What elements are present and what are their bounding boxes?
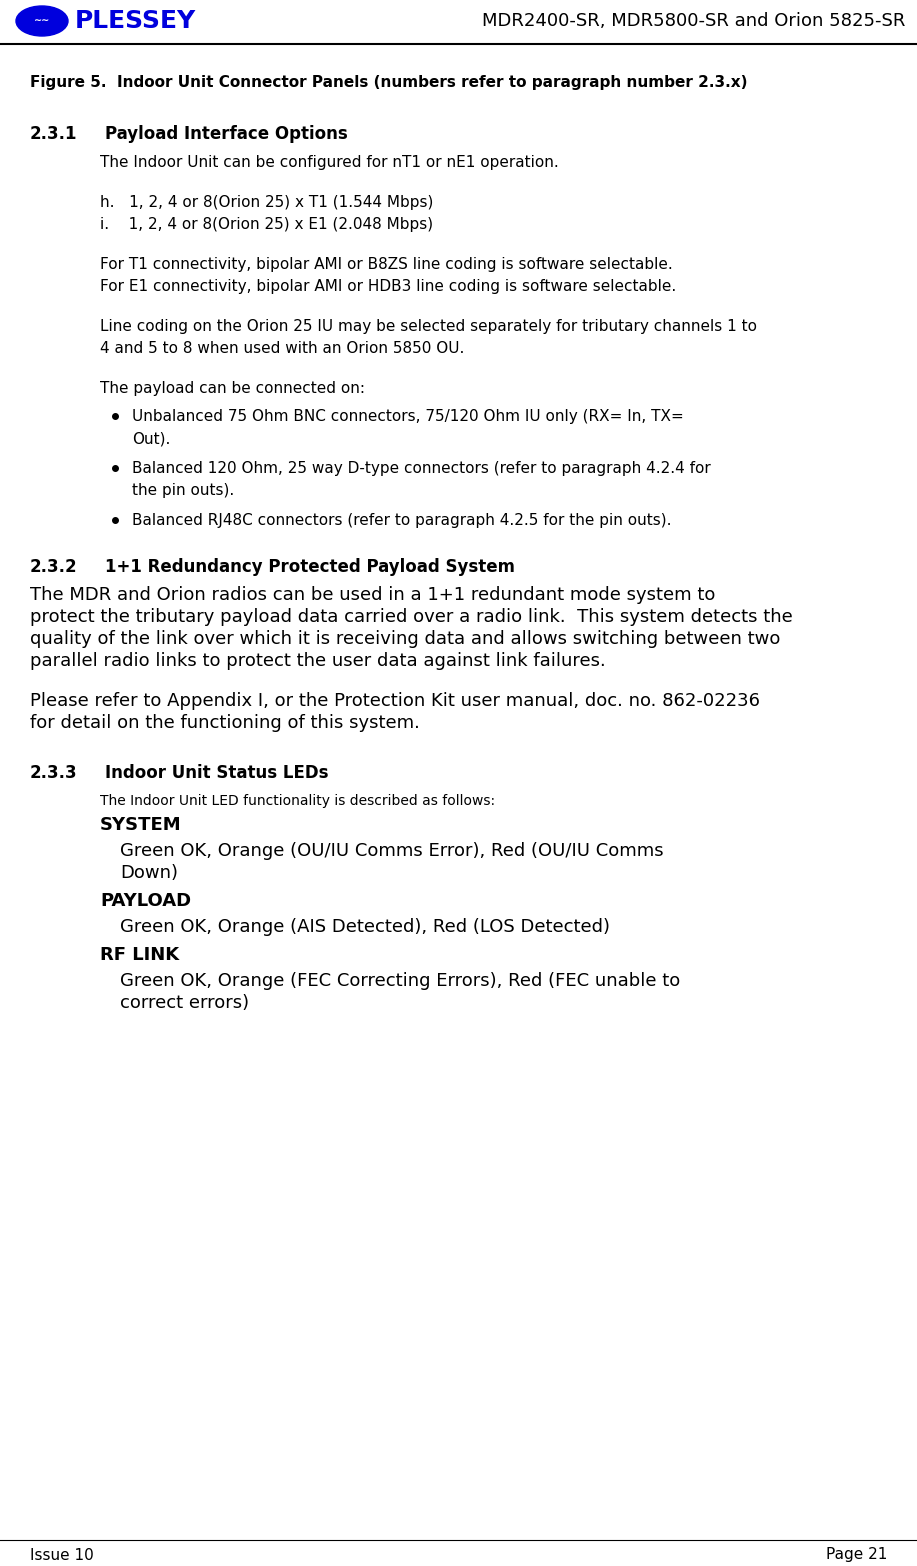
Text: PLESSEY: PLESSEY bbox=[75, 9, 196, 33]
Text: Green OK, Orange (OU/IU Comms Error), Red (OU/IU Comms: Green OK, Orange (OU/IU Comms Error), Re… bbox=[120, 843, 664, 860]
Text: protect the tributary payload data carried over a radio link.  This system detec: protect the tributary payload data carri… bbox=[30, 608, 793, 626]
Text: Out).: Out). bbox=[132, 431, 171, 446]
Text: Page 21: Page 21 bbox=[825, 1547, 887, 1563]
Text: MDR2400-SR, MDR5800-SR and Orion 5825-SR: MDR2400-SR, MDR5800-SR and Orion 5825-SR bbox=[481, 13, 905, 30]
Text: ∼∼: ∼∼ bbox=[34, 16, 50, 27]
Text: i.    1, 2, 4 or 8(Orion 25) x E1 (2.048 Mbps): i. 1, 2, 4 or 8(Orion 25) x E1 (2.048 Mb… bbox=[100, 218, 433, 232]
Text: Green OK, Orange (FEC Correcting Errors), Red (FEC unable to: Green OK, Orange (FEC Correcting Errors)… bbox=[120, 972, 680, 990]
Text: 2.3.2: 2.3.2 bbox=[30, 557, 78, 576]
Text: 4 and 5 to 8 when used with an Orion 5850 OU.: 4 and 5 to 8 when used with an Orion 585… bbox=[100, 341, 464, 355]
Text: for detail on the functioning of this system.: for detail on the functioning of this sy… bbox=[30, 714, 420, 731]
Text: parallel radio links to protect the user data against link failures.: parallel radio links to protect the user… bbox=[30, 651, 606, 670]
Text: RF LINK: RF LINK bbox=[100, 946, 179, 965]
Text: correct errors): correct errors) bbox=[120, 994, 249, 1012]
Text: Unbalanced 75 Ohm BNC connectors, 75/120 Ohm IU only (RX= In, TX=: Unbalanced 75 Ohm BNC connectors, 75/120… bbox=[132, 409, 684, 424]
Text: the pin outs).: the pin outs). bbox=[132, 482, 234, 498]
Text: Indoor Unit Status LEDs: Indoor Unit Status LEDs bbox=[105, 764, 328, 781]
Text: For T1 connectivity, bipolar AMI or B8ZS line coding is software selectable.: For T1 connectivity, bipolar AMI or B8ZS… bbox=[100, 257, 673, 272]
Text: The Indoor Unit can be configured for nT1 or nE1 operation.: The Indoor Unit can be configured for nT… bbox=[100, 155, 558, 171]
Text: The payload can be connected on:: The payload can be connected on: bbox=[100, 381, 365, 396]
Text: Balanced RJ48C connectors (refer to paragraph 4.2.5 for the pin outs).: Balanced RJ48C connectors (refer to para… bbox=[132, 514, 671, 528]
Text: PAYLOAD: PAYLOAD bbox=[100, 893, 191, 910]
Text: The Indoor Unit LED functionality is described as follows:: The Indoor Unit LED functionality is des… bbox=[100, 794, 495, 808]
Text: Issue 10: Issue 10 bbox=[30, 1547, 94, 1563]
Text: h.   1, 2, 4 or 8(Orion 25) x T1 (1.544 Mbps): h. 1, 2, 4 or 8(Orion 25) x T1 (1.544 Mb… bbox=[100, 196, 434, 210]
Text: Please refer to Appendix I, or the Protection Kit user manual, doc. no. 862-0223: Please refer to Appendix I, or the Prote… bbox=[30, 692, 760, 709]
Text: 1+1 Redundancy Protected Payload System: 1+1 Redundancy Protected Payload System bbox=[105, 557, 515, 576]
Ellipse shape bbox=[16, 6, 68, 36]
Text: Figure 5.  Indoor Unit Connector Panels (numbers refer to paragraph number 2.3.x: Figure 5. Indoor Unit Connector Panels (… bbox=[30, 75, 747, 89]
Text: 2.3.3: 2.3.3 bbox=[30, 764, 78, 781]
Text: For E1 connectivity, bipolar AMI or HDB3 line coding is software selectable.: For E1 connectivity, bipolar AMI or HDB3… bbox=[100, 279, 676, 294]
Text: Down): Down) bbox=[120, 864, 178, 882]
Text: Balanced 120 Ohm, 25 way D-type connectors (refer to paragraph 4.2.4 for: Balanced 120 Ohm, 25 way D-type connecto… bbox=[132, 460, 711, 476]
Text: SYSTEM: SYSTEM bbox=[100, 816, 182, 835]
Text: Green OK, Orange (AIS Detected), Red (LOS Detected): Green OK, Orange (AIS Detected), Red (LO… bbox=[120, 918, 610, 936]
Text: The MDR and Orion radios can be used in a 1+1 redundant mode system to: The MDR and Orion radios can be used in … bbox=[30, 586, 715, 604]
Text: 2.3.1: 2.3.1 bbox=[30, 125, 78, 143]
Text: quality of the link over which it is receiving data and allows switching between: quality of the link over which it is rec… bbox=[30, 630, 780, 648]
Text: Line coding on the Orion 25 IU may be selected separately for tributary channels: Line coding on the Orion 25 IU may be se… bbox=[100, 319, 757, 334]
Text: Payload Interface Options: Payload Interface Options bbox=[105, 125, 348, 143]
